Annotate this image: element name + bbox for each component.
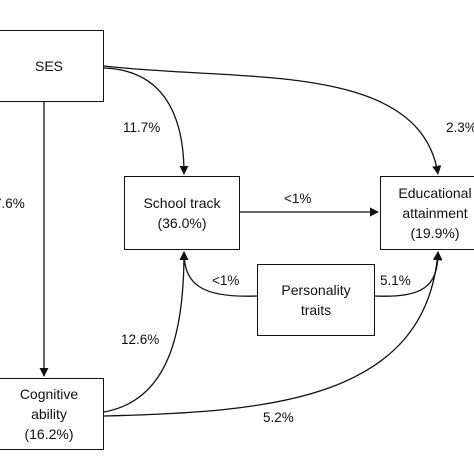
edge-label-ses-to-cognitive-ability: 7.6% bbox=[0, 196, 25, 211]
edge-ses-to-educational-attainment bbox=[103, 65, 442, 175]
node-educational-attainment: Educational attainment (19.9%) bbox=[380, 176, 474, 250]
node-educational-attainment-label-line2: attainment bbox=[402, 205, 468, 221]
node-school-track: School track (36.0%) bbox=[124, 176, 240, 250]
node-educational-attainment-value: (19.9%) bbox=[410, 225, 460, 241]
edge-label-cognitive-ability-to-educational-attainment: 5.2% bbox=[263, 410, 294, 425]
node-school-track-label: School track bbox=[143, 195, 221, 211]
edge-label-personality-traits-to-school-track: <1% bbox=[212, 273, 240, 288]
edge-label-personality-traits-to-educational-attainment: 5.1% bbox=[380, 273, 411, 288]
edge-personality-traits-to-school-track bbox=[179, 251, 258, 297]
edge-cognitive-ability-to-school-track bbox=[103, 251, 189, 413]
node-ses: SES bbox=[0, 30, 104, 102]
node-cognitive-ability-label-line2: ability bbox=[31, 406, 67, 422]
edge-ses-to-school-track bbox=[103, 67, 189, 175]
edge-label-school-track-to-educational-attainment: <1% bbox=[284, 191, 312, 206]
node-cognitive-ability-label-line1: Cognitive bbox=[19, 386, 79, 402]
edge-label-ses-to-educational-attainment: 2.3% bbox=[446, 120, 474, 135]
node-personality-traits-label-line2: traits bbox=[300, 302, 332, 318]
node-cognitive-ability-value: (16.2%) bbox=[24, 426, 74, 442]
node-personality-traits-label-line1: Personality bbox=[281, 282, 351, 298]
node-school-track-value: (36.0%) bbox=[157, 215, 207, 231]
edge-label-ses-to-school-track: 11.7% bbox=[123, 120, 161, 135]
node-educational-attainment-label-line1: Educational bbox=[398, 185, 472, 201]
node-ses-label: SES bbox=[34, 58, 63, 74]
node-cognitive-ability: Cognitive ability (16.2%) bbox=[0, 378, 104, 450]
node-personality-traits: Personality traits bbox=[257, 264, 375, 336]
edge-cognitive-ability-to-educational-attainment bbox=[103, 251, 442, 417]
edge-label-cognitive-ability-to-school-track: 12.6% bbox=[121, 332, 160, 347]
